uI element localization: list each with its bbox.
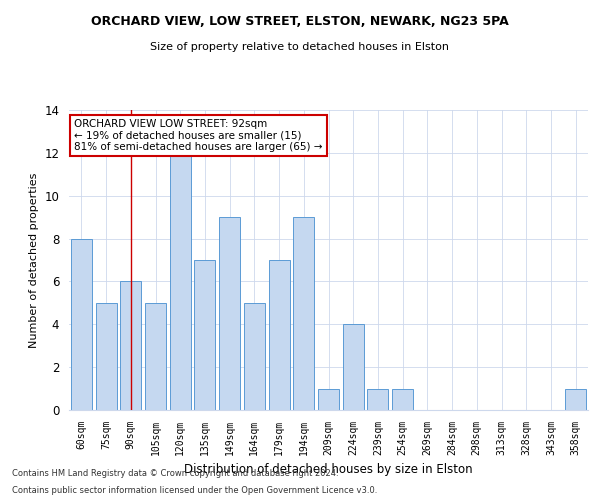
- Text: Size of property relative to detached houses in Elston: Size of property relative to detached ho…: [151, 42, 449, 52]
- Bar: [120, 282, 141, 410]
- Text: ORCHARD VIEW, LOW STREET, ELSTON, NEWARK, NG23 5PA: ORCHARD VIEW, LOW STREET, ELSTON, NEWARK…: [91, 15, 509, 28]
- Bar: [145, 303, 166, 410]
- Bar: [244, 303, 265, 410]
- Bar: [71, 238, 92, 410]
- Bar: [318, 388, 339, 410]
- Y-axis label: Number of detached properties: Number of detached properties: [29, 172, 39, 348]
- Bar: [95, 303, 116, 410]
- Text: ORCHARD VIEW LOW STREET: 92sqm
← 19% of detached houses are smaller (15)
81% of : ORCHARD VIEW LOW STREET: 92sqm ← 19% of …: [74, 119, 323, 152]
- Bar: [194, 260, 215, 410]
- Bar: [367, 388, 388, 410]
- Bar: [392, 388, 413, 410]
- Bar: [565, 388, 586, 410]
- Bar: [219, 217, 240, 410]
- Bar: [269, 260, 290, 410]
- Bar: [343, 324, 364, 410]
- X-axis label: Distribution of detached houses by size in Elston: Distribution of detached houses by size …: [184, 464, 473, 476]
- Text: Contains public sector information licensed under the Open Government Licence v3: Contains public sector information licen…: [12, 486, 377, 495]
- Bar: [170, 153, 191, 410]
- Bar: [293, 217, 314, 410]
- Text: Contains HM Land Registry data © Crown copyright and database right 2024.: Contains HM Land Registry data © Crown c…: [12, 468, 338, 477]
